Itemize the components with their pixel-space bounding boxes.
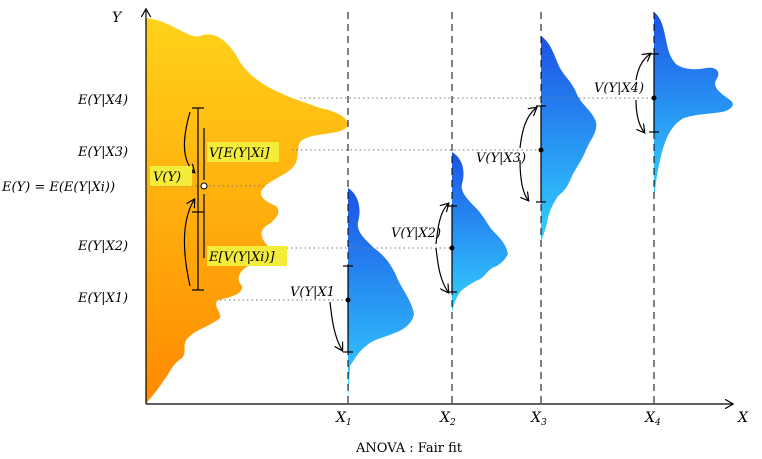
label-v-y-x3: V(Y|X3) <box>476 151 526 166</box>
label-e-y: E(Y) = E(E(Y|Xi)) <box>1 180 115 195</box>
label-e-y-x3: E(Y|X3) <box>77 145 128 160</box>
mean-marker-x1 <box>345 297 351 303</box>
label-v-y-x4: V(Y|X4) <box>594 81 644 96</box>
conditional-distribution-x2 <box>452 152 508 312</box>
mean-marker-x4 <box>651 95 657 101</box>
x-tick-x2: X2 <box>439 410 456 428</box>
mean-marker-x2 <box>449 245 455 251</box>
conditional-distribution-x3 <box>541 36 597 242</box>
y-axis-label: Y <box>112 10 123 26</box>
label-v-y-x1: V(Y|X1 <box>290 285 335 300</box>
x-axis-label: X <box>737 410 749 426</box>
v-y-highlight <box>150 166 192 186</box>
conditional-distribution-x4 <box>654 12 733 200</box>
variance-bar-x4 <box>635 54 659 132</box>
label-v-y: V(Y) <box>153 170 181 185</box>
label-e-y-x1: E(Y|X1) <box>77 291 128 306</box>
label-mean-of-variances: E[V(Y|Xi)] <box>208 250 275 265</box>
x-tick-x1: X1 <box>335 410 352 428</box>
e-v-highlight <box>207 246 287 266</box>
x-tick-x4: X4 <box>644 410 661 428</box>
x-tick-x3: X3 <box>530 410 547 428</box>
label-variance-of-means: V[E(Y|Xi] <box>209 146 270 161</box>
mean-marker-x3 <box>538 147 544 153</box>
variance-bar-x1 <box>329 265 353 353</box>
variance-bar-x3 <box>519 105 546 203</box>
label-e-y-x4: E(Y|X4) <box>77 93 128 108</box>
marginal-distribution <box>146 18 348 404</box>
figure-caption: ANOVA : Fair fit <box>355 441 463 456</box>
label-v-y-x2: V(Y|X2) <box>391 226 441 241</box>
label-e-y-x2: E(Y|X2) <box>77 239 128 254</box>
overall-mean-marker <box>200 182 208 190</box>
conditional-distribution-x1 <box>348 188 414 400</box>
v-e-highlight <box>207 142 279 162</box>
